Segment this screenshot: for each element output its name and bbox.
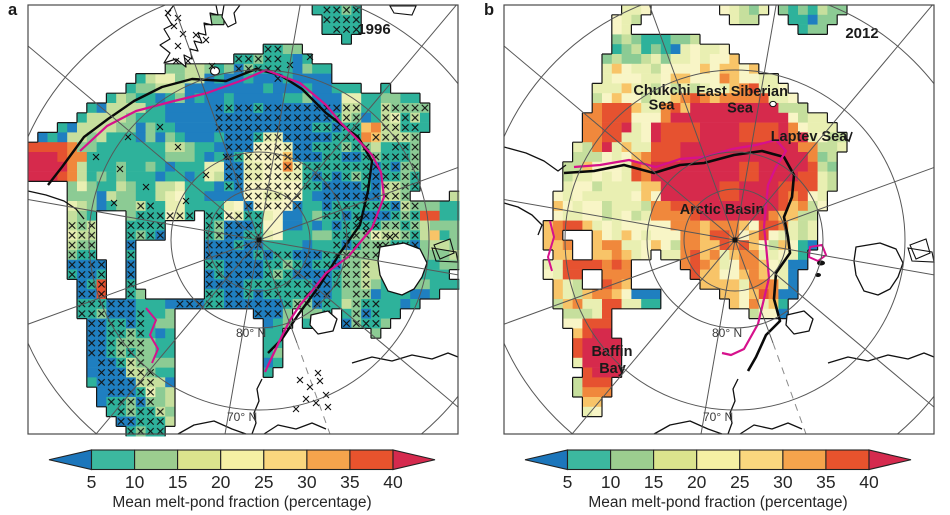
svg-text:20: 20: [687, 472, 707, 492]
svg-text:30: 30: [297, 472, 317, 492]
svg-text:15: 15: [644, 472, 663, 492]
svg-text:East Siberian: East Siberian: [696, 84, 788, 100]
svg-text:35: 35: [340, 472, 359, 492]
svg-text:35: 35: [816, 472, 835, 492]
svg-text:80° N: 80° N: [236, 326, 266, 340]
svg-text:a: a: [8, 1, 18, 19]
svg-text:10: 10: [601, 472, 621, 492]
svg-text:Arctic Basin: Arctic Basin: [680, 202, 765, 218]
svg-text:b: b: [484, 1, 494, 19]
svg-text:25: 25: [254, 472, 273, 492]
svg-text:Chukchi: Chukchi: [633, 83, 690, 99]
svg-text:25: 25: [730, 472, 749, 492]
svg-text:15: 15: [168, 472, 187, 492]
svg-text:40: 40: [859, 472, 879, 492]
svg-text:70° N: 70° N: [703, 410, 733, 424]
svg-text:10: 10: [125, 472, 145, 492]
svg-text:Sea: Sea: [727, 101, 754, 117]
svg-text:5: 5: [87, 472, 97, 492]
svg-text:40: 40: [383, 472, 403, 492]
svg-text:2012: 2012: [845, 25, 878, 42]
svg-text:Sea: Sea: [649, 98, 676, 114]
svg-text:20: 20: [211, 472, 231, 492]
svg-text:Mean melt-pond fraction (perce: Mean melt-pond fraction (percentage): [588, 494, 847, 511]
svg-text:70° N: 70° N: [227, 410, 257, 424]
svg-text:Baffin: Baffin: [591, 344, 632, 360]
svg-text:5: 5: [563, 472, 573, 492]
svg-text:Mean melt-pond fraction (perce: Mean melt-pond fraction (percentage): [112, 494, 371, 511]
svg-text:80° N: 80° N: [712, 326, 742, 340]
svg-text:1996: 1996: [357, 21, 390, 38]
svg-text:30: 30: [773, 472, 793, 492]
svg-text:Laptev Sea: Laptev Sea: [771, 129, 848, 145]
